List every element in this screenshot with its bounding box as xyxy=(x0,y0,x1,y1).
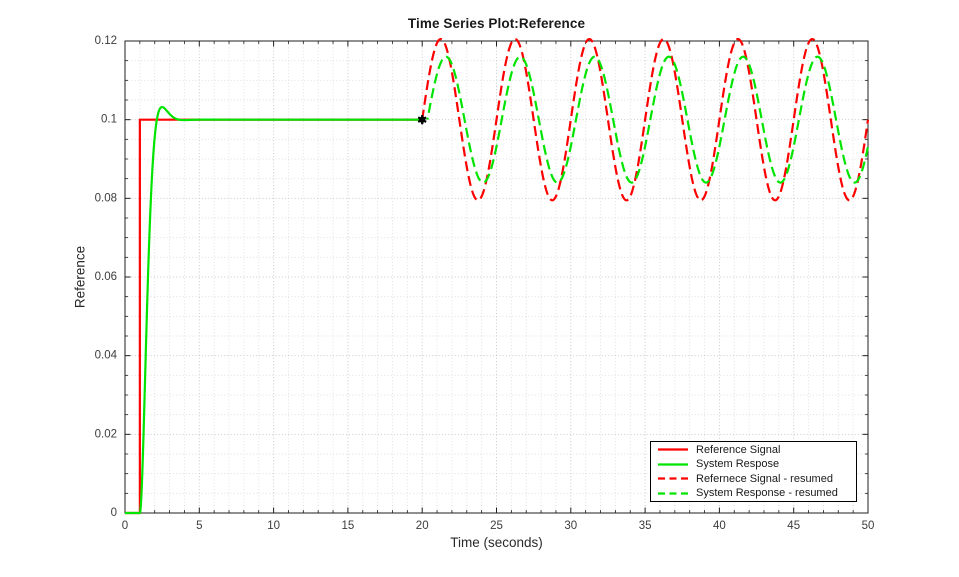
legend-line-sample-reference-signal xyxy=(658,448,688,451)
x-tick-label: 10 xyxy=(267,520,280,532)
legend-label: System Respose xyxy=(696,458,780,471)
x-tick-label: 25 xyxy=(490,520,503,532)
y-tick-label: 0.04 xyxy=(95,350,118,362)
y-tick-label: 0.02 xyxy=(95,428,117,440)
y-tick-label: 0.1 xyxy=(101,114,117,126)
x-tick-label: 20 xyxy=(416,520,429,532)
y-tick-label: 0.08 xyxy=(95,192,117,204)
legend-item: System Response - resumed xyxy=(651,486,856,501)
legend-label: System Response - resumed xyxy=(696,487,838,500)
chart-title: Time Series Plot:Reference xyxy=(407,16,586,31)
x-axis-label: Time (seconds) xyxy=(450,535,543,550)
x-tick-label: 30 xyxy=(564,520,577,532)
legend-item: System Respose xyxy=(651,457,856,472)
legend-label: Reference Signal xyxy=(696,443,781,456)
legend-box: Reference Signal System Respose Refernec… xyxy=(650,441,857,502)
x-tick-label: 15 xyxy=(342,520,355,532)
x-tick-label: 35 xyxy=(639,520,652,532)
x-tick-label: 40 xyxy=(713,520,726,532)
legend-label: Refernece Signal - resumed xyxy=(696,472,833,485)
x-tick-label: 45 xyxy=(787,520,800,532)
y-tick-label: 0.06 xyxy=(95,271,117,283)
legend-line-sample-response-resumed xyxy=(658,492,688,495)
series-path-system-response-resumed xyxy=(426,55,869,184)
x-tick-label: 50 xyxy=(862,520,875,532)
x-tick-label: 5 xyxy=(196,520,202,532)
series-path-system-respose xyxy=(125,105,423,515)
series-path-refernece-signal-resumed xyxy=(421,37,870,202)
pause-marker xyxy=(419,116,426,123)
legend-line-sample-system-response xyxy=(658,463,688,466)
legend-item: Refernece Signal - resumed xyxy=(651,472,856,487)
legend-item: Reference Signal xyxy=(651,443,856,458)
x-tick-label: 0 xyxy=(122,520,128,532)
y-tick-label: 0.12 xyxy=(95,35,117,47)
y-tick-label: 0 xyxy=(111,507,117,519)
legend-line-sample-reference-resumed xyxy=(658,477,688,480)
